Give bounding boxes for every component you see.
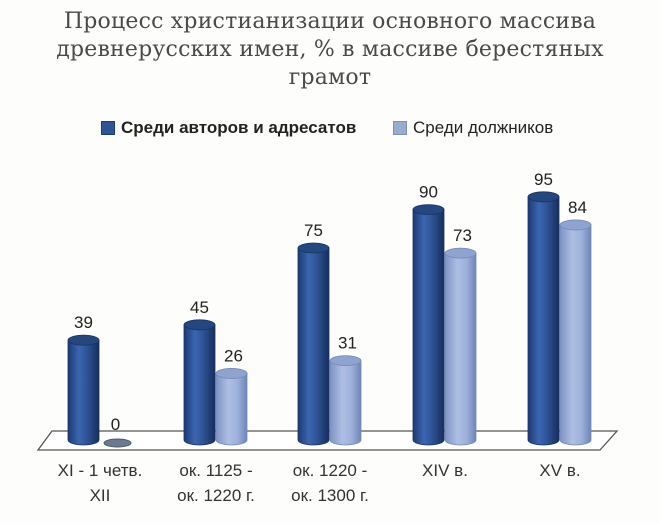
legend-swatch-light-icon [393,121,407,135]
data-label: 75 [304,221,323,240]
data-label: 26 [224,346,243,365]
data-label: 39 [74,313,93,332]
chart-title-line-1: Процесс христианизации основного массива [63,9,597,34]
data-label: 31 [338,334,357,353]
x-axis-label: XV в. [539,461,581,480]
legend-label: Среди должников [413,118,554,137]
bar-authors-0: 39 [67,313,100,446]
x-axis-label: ок. 1125 - ок. 1220 г. [177,461,255,505]
data-label: 95 [534,170,553,189]
data-label: 84 [568,198,587,217]
x-axis-label: ок. 1220 - ок. 1300 г. [291,461,369,505]
legend-label: Среди авторов и адресатов [121,118,357,137]
bar-debtors-2: 31 [329,334,362,446]
bar-debtors-4: 84 [559,198,592,446]
legend-item-authors: Среди авторов и адресатов [101,118,356,138]
bar-authors-2: 75 [297,221,330,446]
chart-legend: Среди авторов и адресатов Среди должнико… [0,118,660,140]
x-axis-label: XIV в. [422,461,468,480]
data-label: 45 [190,298,209,317]
data-label: 73 [453,226,472,245]
bar-debtors-3: 73 [444,226,477,446]
bar-authors-1: 45 [183,298,216,446]
x-axis-label: XI - 1 четв. XII [57,461,143,505]
legend-item-debtors: Среди должников [393,118,553,138]
bars-layer: 39 0 45 26 75 31 90 73 95 84 [67,170,592,448]
svg-text:0: 0 [111,415,120,434]
bar-authors-3: 90 [412,183,445,446]
legend-swatch-dark-icon [101,121,115,135]
data-label: 90 [419,183,438,202]
chart-title: Процесс христианизации основного массива… [0,8,660,92]
bar-authors-4: 95 [527,170,560,446]
bar-debtors-0: 0 [103,415,132,448]
chart-title-line-3: грамот [288,65,372,90]
bar-debtors-1: 26 [215,346,248,446]
chart-title-line-2: древнерусских имен, % в массиве берестян… [56,37,604,62]
